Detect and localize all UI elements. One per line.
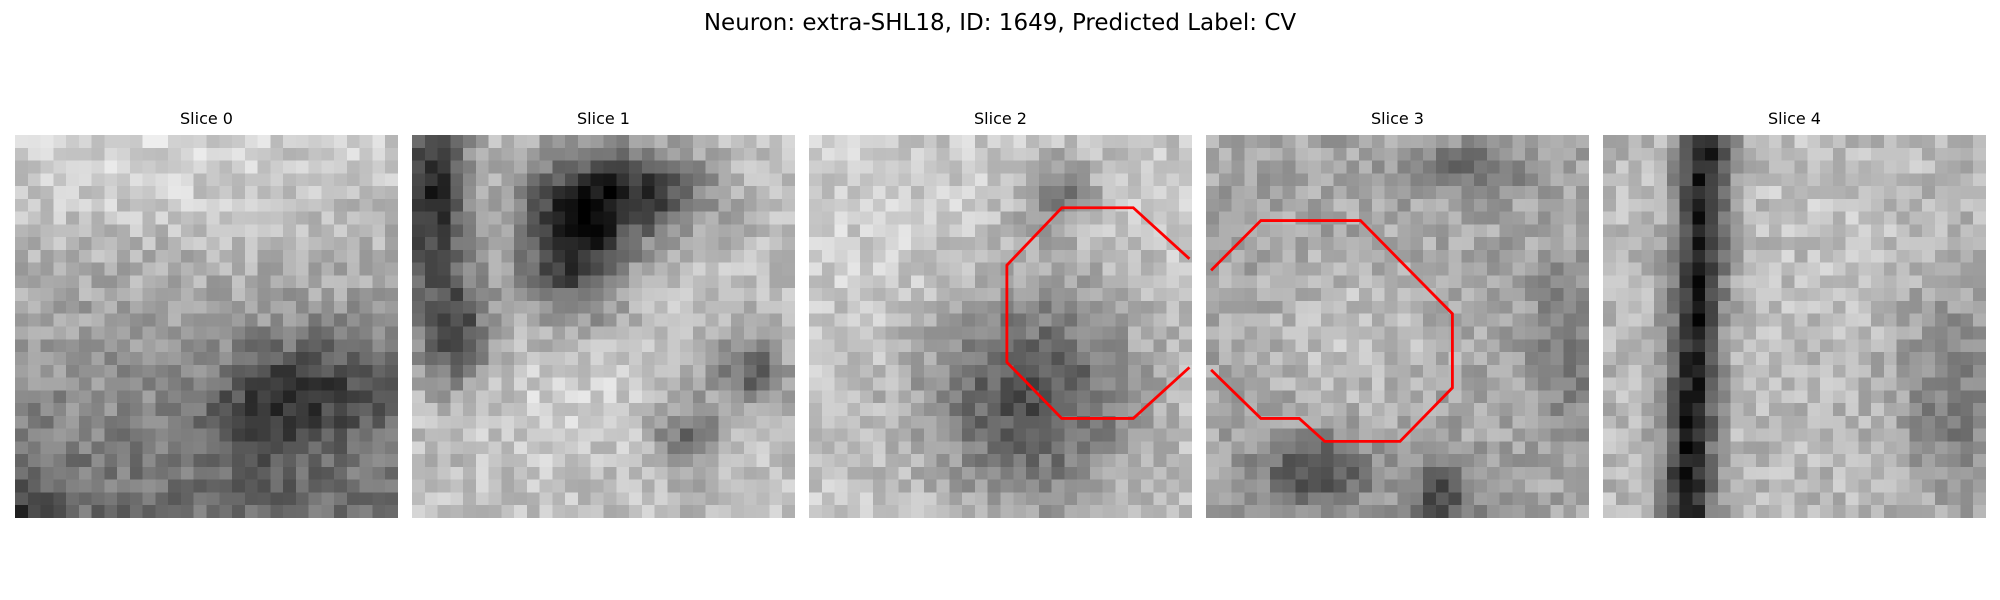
slice-image-3 [1206,135,1589,518]
slice-title-2: Slice 2 [974,109,1027,128]
cell-contour [1005,206,1191,420]
slice-image-2 [809,135,1192,518]
slice-panel-0: Slice 0 [15,108,398,518]
slice-image-4 [1603,135,1986,518]
slice-image-1 [412,135,795,518]
figure-title: Neuron: extra-SHL18, ID: 1649, Predicted… [703,10,1297,36]
slice-panel-3: Slice 3 [1206,108,1589,518]
slice-image-0 [15,135,398,518]
slice-title-0: Slice 0 [180,109,233,128]
slice-panel-2: Slice 2 [809,108,1192,518]
slice-title-3: Slice 3 [1371,109,1424,128]
slice-title-1: Slice 1 [577,109,630,128]
slice-title-4: Slice 4 [1768,109,1821,128]
slice-panel-1: Slice 1 [412,108,795,518]
cell-contour [1210,219,1454,443]
slice-panel-4: Slice 4 [1603,108,1986,518]
